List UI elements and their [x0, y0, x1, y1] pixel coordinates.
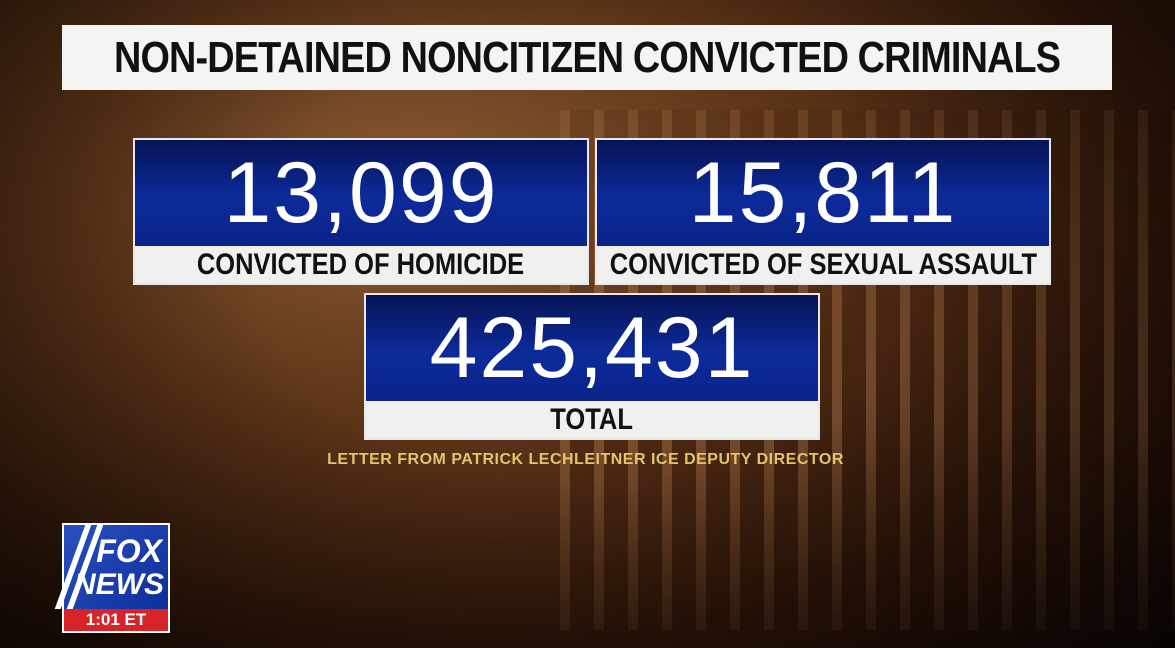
clock-time: 1:01 ET	[64, 609, 168, 631]
stat-label: TOTAL	[366, 401, 818, 438]
stat-label-text: CONVICTED OF SEXUAL ASSAULT	[609, 247, 1037, 281]
stat-label-text: TOTAL	[550, 402, 634, 436]
stat-box-homicide: 13,099 CONVICTED OF HOMICIDE	[133, 138, 589, 285]
stat-label: CONVICTED OF HOMICIDE	[135, 246, 587, 283]
logo-mark: FOX NEWS	[54, 525, 168, 609]
stat-label-text: CONVICTED OF HOMICIDE	[197, 247, 525, 281]
graphic-title: NON-DETAINED NONCITIZEN CONVICTED CRIMIN…	[62, 25, 1112, 90]
logo-news-text: NEWS	[74, 568, 164, 601]
stat-box-sexual-assault: 15,811 CONVICTED OF SEXUAL ASSAULT	[595, 138, 1051, 285]
stat-value: 425,431	[366, 295, 818, 401]
logo-fox-text: FOX	[96, 533, 162, 569]
stat-box-total: 425,431 TOTAL	[364, 293, 820, 440]
stat-value: 15,811	[597, 140, 1049, 246]
graphic-title-text: NON-DETAINED NONCITIZEN CONVICTED CRIMIN…	[113, 32, 1061, 82]
source-caption: LETTER FROM PATRICK LECHLEITNER ICE DEPU…	[327, 451, 844, 468]
fox-news-logo: FOX NEWS 1:01 ET	[54, 523, 170, 633]
stat-label: CONVICTED OF SEXUAL ASSAULT	[597, 246, 1049, 283]
stat-value: 13,099	[135, 140, 587, 246]
